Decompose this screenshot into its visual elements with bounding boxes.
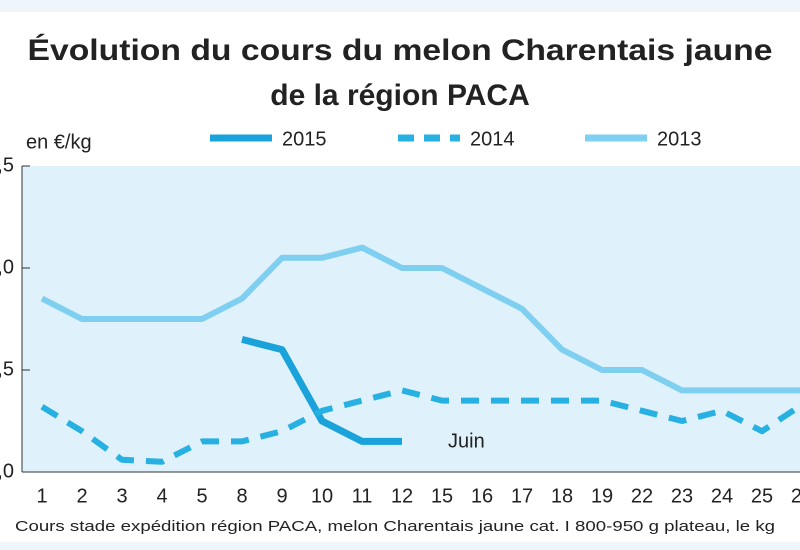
legend-label: 2013 [657,128,702,150]
x-tick-label: 26 [791,485,800,507]
x-tick-label: 3 [116,485,127,507]
x-tick-label: 12 [391,485,413,507]
legend-label: 2015 [282,128,327,150]
x-tick-label: 18 [551,485,573,507]
source: Cours stade expédition région PACA, melo… [15,518,775,535]
y-tick-label: 1,5 [0,358,14,380]
x-tick-label: 22 [631,485,653,507]
x-tick-label: 23 [671,485,693,507]
annotation: Juin [448,430,485,452]
x-tick-label: 9 [276,485,287,507]
x-tick-label: 5 [196,485,207,507]
legend-label: 2014 [470,128,515,150]
x-tick-label: 4 [156,485,167,507]
x-tick-label: 10 [311,485,333,507]
series-line [241,336,402,445]
series-line [40,244,800,394]
chart-title: Évolution du cours du melon Charentais j… [28,33,773,67]
x-tick-label: 24 [711,485,733,507]
y-tick-label: 2,5 [0,154,14,176]
x-tick-label: 25 [751,485,773,507]
x-tick-label: 16 [471,485,493,507]
y-tick-label: 2,0 [0,256,14,278]
x-tick-label: 15 [431,485,453,507]
y-axis-label: en €/kg [26,131,92,153]
x-tick-label: 19 [591,485,613,507]
x-tick-label: 8 [236,485,247,507]
x-tick-label: 2 [76,485,87,507]
chart-title: de la région PACA [270,79,529,112]
y-tick-label: 1,0 [0,460,14,482]
x-tick-label: 17 [511,485,533,507]
series-line [40,387,800,465]
x-tick-label: 11 [352,485,373,507]
x-tick-label: 1 [36,485,47,507]
